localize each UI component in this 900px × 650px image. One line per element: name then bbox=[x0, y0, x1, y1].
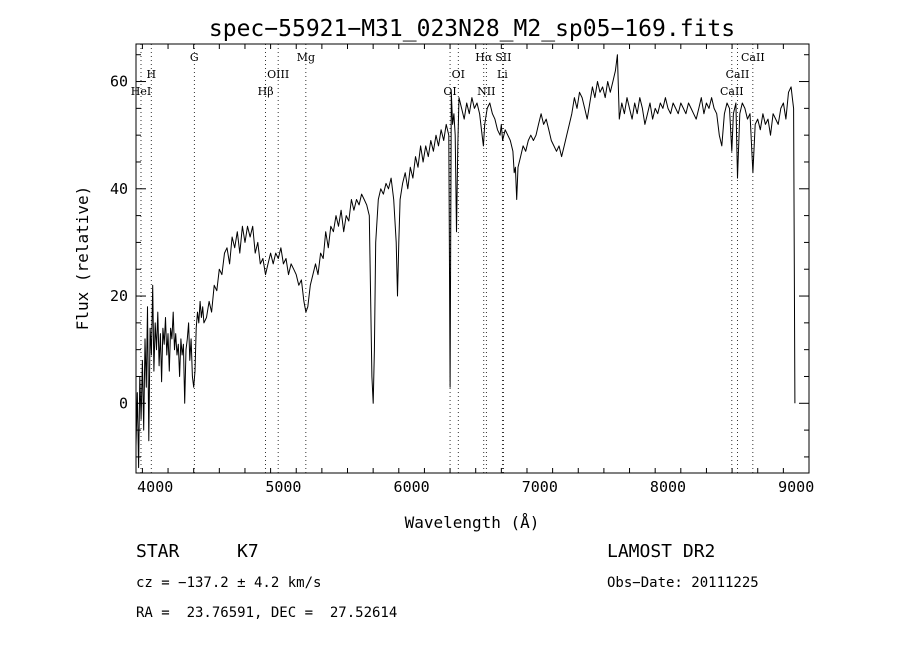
x-tick-label-9000: 9000 bbox=[778, 478, 814, 496]
y-tick-label-60: 60 bbox=[110, 73, 128, 91]
chart-title: spec−55921−M31_023N28_M2_sp05−169.fits bbox=[209, 16, 735, 42]
spectral-line-label-0: HeI bbox=[131, 85, 151, 98]
spectral-line-label-4: OIII bbox=[267, 68, 289, 81]
spectral-line-label-6: OI bbox=[443, 85, 456, 98]
spectral-line-label-14: CaII bbox=[741, 51, 765, 64]
x-axis-label: Wavelength (Å) bbox=[405, 513, 540, 532]
spectral-line-label-9: NII bbox=[477, 85, 495, 98]
spectral-line-markers: HeI H G Hβ OIII Mg OI OI Hα NII SII Li CaII CaII CaII bbox=[131, 44, 765, 473]
spectrum-series bbox=[135, 54, 796, 469]
spectral-line-label-8: Hα bbox=[475, 51, 493, 64]
x-tick-label-8000: 8000 bbox=[650, 478, 686, 496]
spectral-line-label-11: Li bbox=[497, 68, 508, 81]
coordinates: RA = 23.76591, DEC = 27.52614 bbox=[136, 605, 398, 621]
obs-date: Obs−Date: 20111225 bbox=[607, 575, 759, 591]
spectral-line-label-1: H bbox=[146, 68, 156, 81]
spectral-line-label-5: Mg bbox=[297, 51, 315, 64]
spectral-line-label-2: G bbox=[190, 51, 199, 64]
y-tick-label-0: 0 bbox=[119, 394, 128, 412]
spectral-line-label-13: CaII bbox=[726, 68, 750, 81]
x-tick-label-4000: 4000 bbox=[137, 478, 173, 496]
spectral-line-label-7: OI bbox=[452, 68, 465, 81]
object-type: STAR bbox=[136, 541, 180, 562]
survey-name: LAMOST DR2 bbox=[607, 541, 716, 562]
y-axis-label: Flux (relative) bbox=[73, 186, 92, 331]
x-tick-label-5000: 5000 bbox=[265, 478, 301, 496]
redshift-text: cz = −137.2 ± 4.2 km/s bbox=[136, 575, 322, 591]
y-tick-label-20: 20 bbox=[110, 287, 128, 305]
spectral-line-label-10: SII bbox=[495, 51, 511, 64]
axis-ticks: 4000 5000 6000 7000 8000 9000 0 20 40 60 bbox=[110, 44, 814, 496]
subclass: K7 bbox=[237, 541, 259, 562]
spectral-line-label-3: Hβ bbox=[258, 85, 274, 98]
spectrum-line-0 bbox=[135, 54, 796, 469]
x-tick-label-7000: 7000 bbox=[522, 478, 558, 496]
y-tick-label-40: 40 bbox=[110, 180, 128, 198]
plot-frame bbox=[135, 43, 810, 474]
spectral-line-label-12: CaII bbox=[720, 85, 744, 98]
x-tick-label-6000: 6000 bbox=[394, 478, 430, 496]
